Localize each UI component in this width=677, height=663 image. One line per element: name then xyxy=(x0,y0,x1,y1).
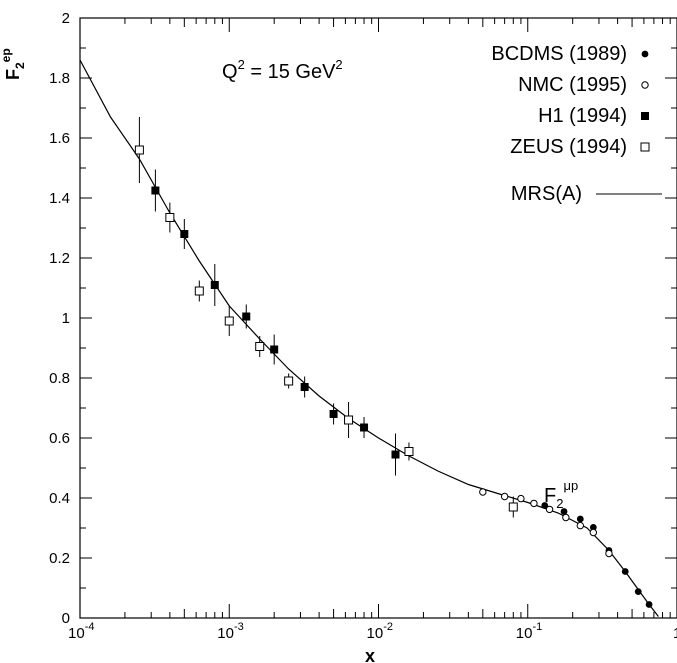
y-tick-label: 0.8 xyxy=(49,370,70,387)
zeus-point xyxy=(508,502,518,512)
y-tick-label: 0 xyxy=(62,610,70,627)
x-axis-title: x xyxy=(365,646,375,663)
x-tick-label: 10-4 xyxy=(68,621,94,642)
h1-point xyxy=(391,450,400,459)
zeus-point xyxy=(344,415,354,425)
q2-annotation: Q2 = 15 GeV2 xyxy=(222,57,343,83)
y-axis-title-sub: 2 xyxy=(13,62,27,69)
nmc-point xyxy=(479,488,487,496)
nmc-point xyxy=(517,494,525,503)
x-tick-label-base: 10 xyxy=(217,625,234,642)
y-axis-title-sup: ep xyxy=(0,48,13,62)
x-tick-label-base: 10 xyxy=(516,625,533,642)
h1-point xyxy=(210,281,219,289)
x-tick-label-exp: -3 xyxy=(234,621,244,633)
legend-marker-nmc xyxy=(641,81,649,89)
q2-annotation-pre: Q xyxy=(222,61,238,83)
nmc-point xyxy=(589,528,598,537)
legend-label-zeus: ZEUS (1994) xyxy=(510,136,627,158)
y-tick-label: 1.8 xyxy=(49,70,70,87)
x-tick-label: 1 xyxy=(673,625,677,642)
bcdms-point xyxy=(589,524,597,531)
legend-label-mrs-a: MRS(A) xyxy=(511,183,582,205)
legend-marker-bcdms xyxy=(641,50,649,58)
bcdms-point xyxy=(541,502,549,509)
bcdms-point xyxy=(645,601,653,608)
q2-annotation-mid: = 15 GeV xyxy=(245,61,336,83)
h1-point xyxy=(329,410,338,418)
y-tick-label: 1.2 xyxy=(49,250,70,267)
zeus-point xyxy=(194,286,204,296)
legend-label-h1: H1 (1994) xyxy=(538,105,627,127)
y-tick-label: 0.2 xyxy=(49,550,70,567)
zeus-point xyxy=(255,342,265,351)
y-tick-label: 1.4 xyxy=(49,190,70,207)
y-axis-title: F2ep xyxy=(0,48,27,80)
x-tick-label: 10-1 xyxy=(516,621,542,642)
bcdms-point xyxy=(634,588,642,595)
h1-point xyxy=(242,312,251,321)
bcdms-point xyxy=(621,568,629,575)
nmc-point xyxy=(562,513,570,522)
nmc-point xyxy=(500,492,509,501)
x-tick-label-exp: -1 xyxy=(532,621,542,633)
nmc-point xyxy=(545,505,554,514)
f2mup-annotation-sub: 2 xyxy=(556,496,563,511)
x-tick-label-base: 10 xyxy=(68,625,85,642)
f2mup-annotation-base: F xyxy=(544,485,556,507)
y-tick-label: 0.4 xyxy=(49,490,70,507)
q2-annotation-sup: 2 xyxy=(238,57,245,72)
y-tick-label: 2 xyxy=(62,10,70,27)
x-tick-label-exp: -4 xyxy=(85,621,95,633)
legend-label-nmc: NMC (1995) xyxy=(518,74,627,96)
zeus-point xyxy=(404,447,414,456)
q2-annotation-sup2: 2 xyxy=(335,57,342,72)
bcdms-point xyxy=(576,515,584,523)
legend-marker-zeus xyxy=(640,142,650,152)
zeus-point xyxy=(284,376,294,386)
h1-point xyxy=(270,345,279,354)
legend: BCDMS (1989) NMC (1995) H1 (1994) ZEUS (199… xyxy=(491,43,662,205)
f2mup-annotation-sup: μp xyxy=(563,478,578,493)
h1-point xyxy=(180,230,189,238)
bcdms-point xyxy=(560,508,568,515)
h1-point xyxy=(360,423,369,432)
h1-point xyxy=(151,186,160,195)
legend-label-bcdms: BCDMS (1989) xyxy=(491,43,627,65)
h1-point xyxy=(300,383,309,391)
zeus-point xyxy=(224,316,234,326)
x-tick-label-exp: -2 xyxy=(383,621,393,633)
x-tick-label: 10-2 xyxy=(367,621,393,642)
zeus-point xyxy=(134,145,144,155)
x-tick-label-base: 1 xyxy=(673,625,677,642)
y-tick-label: 0.6 xyxy=(49,430,70,447)
points-layer xyxy=(134,117,653,608)
y-tick-label: 1.6 xyxy=(49,130,70,147)
x-tick-label: 10-3 xyxy=(217,621,243,642)
nmc-point xyxy=(576,521,585,530)
legend-marker-h1 xyxy=(641,112,649,120)
zeus-point xyxy=(165,213,175,222)
y-axis-title-base: F xyxy=(3,69,23,80)
f2mup-annotation: F2μp xyxy=(544,478,578,511)
nmc-point xyxy=(530,499,538,508)
x-tick-label-base: 10 xyxy=(367,625,384,642)
nmc-point xyxy=(605,549,613,558)
y-tick-label: 1 xyxy=(62,310,70,327)
